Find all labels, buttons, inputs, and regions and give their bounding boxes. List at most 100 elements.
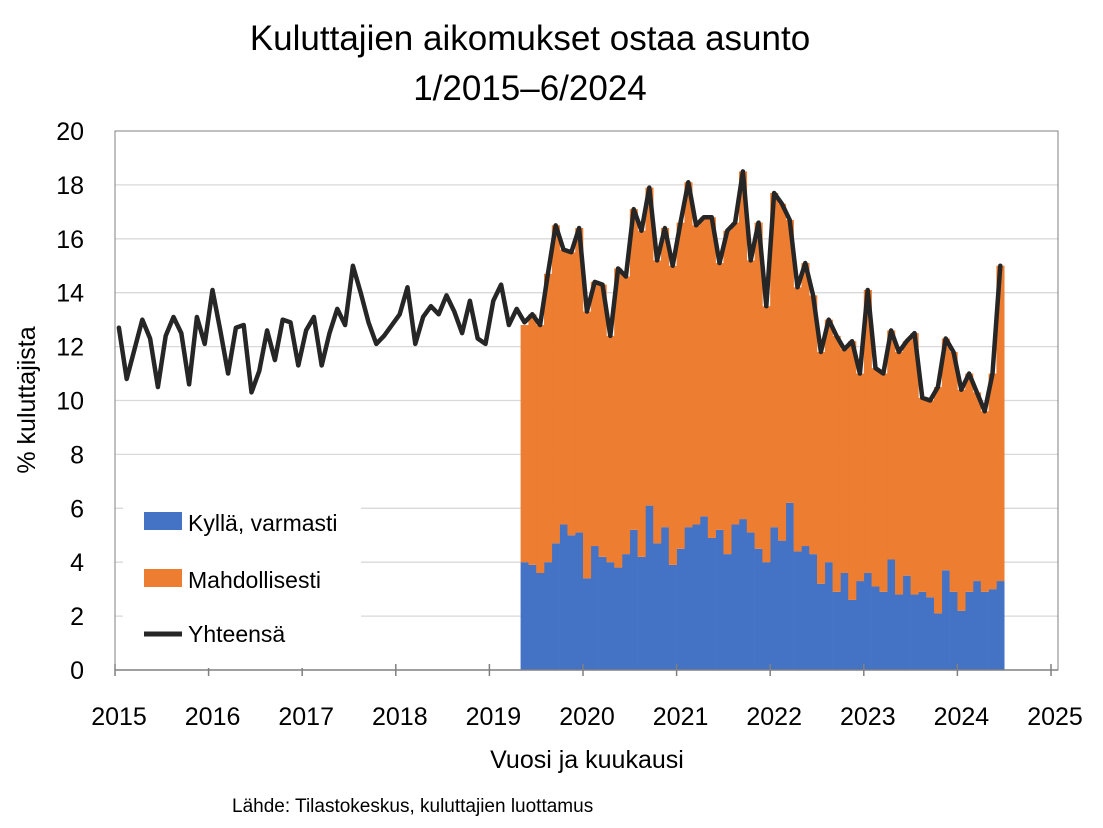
x-tick-label: 2016: [185, 703, 241, 731]
y-tick-label: 2: [70, 603, 84, 631]
bar-mahdollisesti: [707, 217, 716, 538]
bar-kylla-varmasti: [668, 564, 677, 670]
y-tick-label: 4: [70, 549, 84, 577]
bar-mahdollisesti: [653, 260, 662, 544]
bar-mahdollisesti: [606, 335, 615, 563]
bar-mahdollisesti: [863, 290, 872, 573]
bar-kylla-varmasti: [544, 562, 553, 670]
bar-kylla-varmasti: [715, 529, 724, 670]
bar-mahdollisesti: [629, 209, 638, 530]
bar-kylla-varmasti: [731, 524, 740, 670]
bar-mahdollisesti: [910, 333, 919, 595]
bar-mahdollisesti: [824, 319, 833, 563]
bar-mahdollisesti: [614, 268, 623, 568]
bar-kylla-varmasti: [622, 554, 631, 670]
bar-kylla-varmasti: [746, 532, 755, 670]
bar-kylla-varmasti: [551, 543, 560, 670]
x-tick-label: 2019: [466, 703, 522, 731]
bar-kylla-varmasti: [871, 586, 880, 670]
bar-kylla-varmasti: [723, 554, 732, 670]
bar-mahdollisesti: [941, 338, 950, 571]
bar-mahdollisesti: [965, 373, 974, 592]
bar-kylla-varmasti: [739, 519, 748, 670]
bar-mahdollisesti: [949, 351, 958, 592]
bar-kylla-varmasti: [598, 556, 607, 670]
bar-kylla-varmasti: [770, 527, 779, 670]
bar-kylla-varmasti: [606, 562, 615, 670]
bar-mahdollisesti: [762, 306, 771, 563]
bar-mahdollisesti: [801, 263, 810, 547]
bar-kylla-varmasti: [941, 570, 950, 670]
bar-kylla-varmasti: [910, 594, 919, 670]
bar-mahdollisesti: [973, 392, 982, 582]
bar-mahdollisesti: [817, 351, 826, 584]
bar-kylla-varmasti: [848, 599, 857, 670]
bar-kylla-varmasti: [707, 537, 716, 670]
bar-mahdollisesti: [575, 228, 584, 533]
bar-kylla-varmasti: [653, 543, 662, 670]
legend-label-yhteensa: Yhteensä: [188, 621, 285, 647]
bar-mahdollisesti: [754, 222, 763, 549]
bar-mahdollisesti: [684, 182, 693, 528]
legend-label-kylla-varmasti: Kyllä, varmasti: [188, 510, 338, 536]
bar-kylla-varmasti: [567, 535, 576, 670]
bar-kylla-varmasti: [559, 524, 568, 670]
legend-swatch-mahdollisesti: [144, 569, 182, 587]
bar-mahdollisesti: [785, 219, 794, 503]
bar-mahdollisesti: [856, 373, 865, 582]
x-axis: [114, 664, 1058, 676]
bar-kylla-varmasti: [536, 572, 545, 670]
bar-kylla-varmasti: [895, 594, 904, 670]
bar-kylla-varmasti: [879, 591, 888, 670]
bar-kylla-varmasti: [832, 591, 841, 670]
bar-mahdollisesti: [887, 330, 896, 560]
bar-mahdollisesti: [957, 389, 966, 611]
bar-kylla-varmasti: [762, 562, 771, 670]
bar-mahdollisesti: [622, 276, 631, 555]
bar-kylla-varmasti: [934, 613, 943, 670]
bar-mahdollisesti: [528, 314, 537, 565]
series-yhteensa-line: [116, 169, 1003, 414]
bar-mahdollisesti: [567, 252, 576, 536]
bar-mahdollisesti: [793, 287, 802, 552]
y-tick-label: 6: [70, 495, 84, 523]
bar-mahdollisesti: [934, 387, 943, 614]
bar-mahdollisesti: [551, 225, 560, 544]
y-tick-label: 14: [56, 280, 84, 308]
bar-mahdollisesti: [544, 273, 553, 563]
series-mahdollisesti: [520, 171, 1005, 614]
bar-kylla-varmasti: [801, 546, 810, 670]
series-kylla-varmasti: [520, 502, 1005, 670]
bar-mahdollisesti: [723, 230, 732, 555]
bar-mahdollisesti: [980, 411, 989, 592]
chart-title: Kuluttajien aikomukset ostaa asunto: [249, 19, 811, 58]
bar-kylla-varmasti: [957, 610, 966, 670]
bar-mahdollisesti: [996, 265, 1005, 582]
bar-kylla-varmasti: [824, 562, 833, 670]
x-tick-label: 2020: [559, 703, 615, 731]
bar-mahdollisesti: [895, 351, 904, 595]
bar-mahdollisesti: [668, 265, 677, 565]
bar-mahdollisesti: [661, 228, 670, 528]
bar-mahdollisesti: [848, 341, 857, 600]
y-axis-label: % kuluttajista: [13, 326, 41, 473]
bar-kylla-varmasti: [637, 556, 646, 670]
bar-mahdollisesti: [536, 325, 545, 573]
bar-mahdollisesti: [715, 263, 724, 530]
bar-mahdollisesti: [692, 225, 701, 525]
x-tick-label: 2023: [840, 703, 896, 731]
bar-mahdollisesti: [520, 325, 529, 563]
bar-kylla-varmasti: [902, 575, 911, 670]
bar-mahdollisesti: [840, 349, 849, 573]
x-tick-label: 2018: [372, 703, 428, 731]
bar-mahdollisesti: [871, 368, 880, 587]
bar-kylla-varmasti: [614, 567, 623, 670]
x-tick-label: 2025: [1027, 703, 1083, 731]
y-tick-label: 18: [56, 172, 84, 200]
bar-kylla-varmasti: [590, 546, 599, 670]
bar-kylla-varmasti: [785, 502, 794, 670]
bar-kylla-varmasti: [887, 559, 896, 670]
bar-kylla-varmasti: [988, 589, 997, 670]
bar-kylla-varmasti: [973, 581, 982, 670]
bar-kylla-varmasti: [980, 591, 989, 670]
